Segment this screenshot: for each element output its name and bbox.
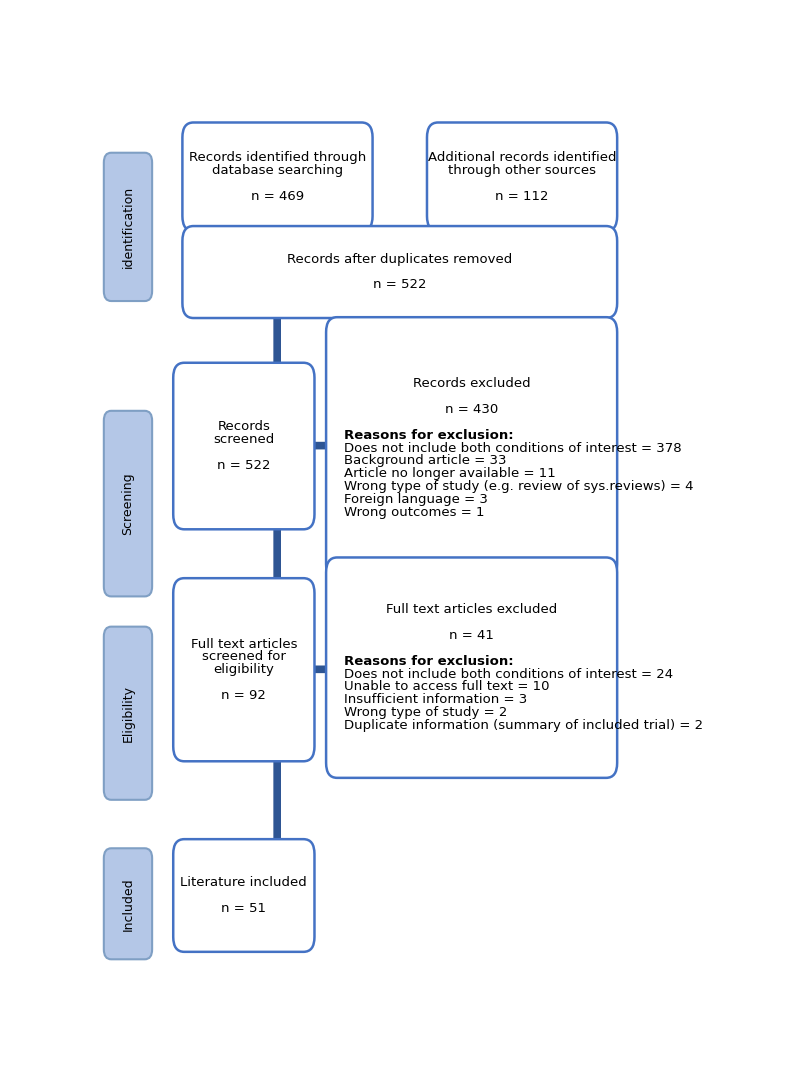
- Text: n = 469: n = 469: [251, 189, 304, 202]
- Text: Article no longer available = 11: Article no longer available = 11: [345, 467, 556, 480]
- Text: Does not include both conditions of interest = 378: Does not include both conditions of inte…: [345, 441, 682, 454]
- FancyBboxPatch shape: [427, 123, 617, 231]
- Text: screened for: screened for: [202, 650, 286, 664]
- Text: n = 112: n = 112: [495, 189, 549, 202]
- Text: n = 522: n = 522: [373, 279, 427, 292]
- Text: eligibility: eligibility: [213, 663, 275, 676]
- FancyBboxPatch shape: [174, 363, 315, 529]
- Text: Wrong type of study = 2: Wrong type of study = 2: [345, 706, 508, 719]
- Text: Records excluded: Records excluded: [413, 378, 530, 391]
- Text: Does not include both conditions of interest = 24: Does not include both conditions of inte…: [345, 667, 674, 681]
- Text: Duplicate information (summary of included trial) = 2: Duplicate information (summary of includ…: [345, 719, 704, 732]
- Text: Reasons for exclusion:: Reasons for exclusion:: [345, 428, 514, 442]
- Text: n = 41: n = 41: [449, 629, 494, 642]
- FancyBboxPatch shape: [104, 153, 152, 301]
- Text: identification: identification: [122, 186, 134, 268]
- Text: Additional records identified: Additional records identified: [428, 151, 616, 164]
- Text: through other sources: through other sources: [448, 164, 596, 176]
- FancyBboxPatch shape: [326, 317, 617, 579]
- Text: Insufficient information = 3: Insufficient information = 3: [345, 693, 528, 706]
- FancyBboxPatch shape: [104, 626, 152, 799]
- Text: n = 522: n = 522: [217, 458, 271, 471]
- FancyBboxPatch shape: [174, 578, 315, 762]
- FancyBboxPatch shape: [182, 226, 617, 318]
- FancyBboxPatch shape: [104, 411, 152, 596]
- FancyBboxPatch shape: [182, 123, 372, 231]
- Text: Wrong outcomes = 1: Wrong outcomes = 1: [345, 506, 485, 519]
- Text: Eligibility: Eligibility: [122, 684, 134, 741]
- Text: n = 92: n = 92: [222, 689, 267, 702]
- Text: Unable to access full text = 10: Unable to access full text = 10: [345, 680, 550, 693]
- Text: database searching: database searching: [212, 164, 343, 176]
- Text: Reasons for exclusion:: Reasons for exclusion:: [345, 654, 514, 668]
- Text: n = 430: n = 430: [445, 404, 498, 416]
- Text: Wrong type of study (e.g. review of sys.reviews) = 4: Wrong type of study (e.g. review of sys.…: [345, 480, 694, 493]
- FancyBboxPatch shape: [104, 848, 152, 960]
- Text: screened: screened: [213, 434, 275, 447]
- Text: Foreign language = 3: Foreign language = 3: [345, 493, 488, 506]
- Text: Records after duplicates removed: Records after duplicates removed: [287, 253, 512, 266]
- Text: Included: Included: [122, 877, 134, 931]
- FancyBboxPatch shape: [326, 557, 617, 778]
- Text: Full text articles excluded: Full text articles excluded: [386, 604, 557, 617]
- Text: n = 51: n = 51: [222, 902, 267, 915]
- Text: Records identified through: Records identified through: [189, 151, 366, 164]
- Text: Full text articles: Full text articles: [191, 638, 297, 651]
- FancyBboxPatch shape: [174, 839, 315, 952]
- Text: Literature included: Literature included: [181, 876, 307, 889]
- Text: Records: Records: [218, 421, 271, 434]
- Text: Background article = 33: Background article = 33: [345, 454, 507, 467]
- Text: Screening: Screening: [122, 472, 134, 535]
